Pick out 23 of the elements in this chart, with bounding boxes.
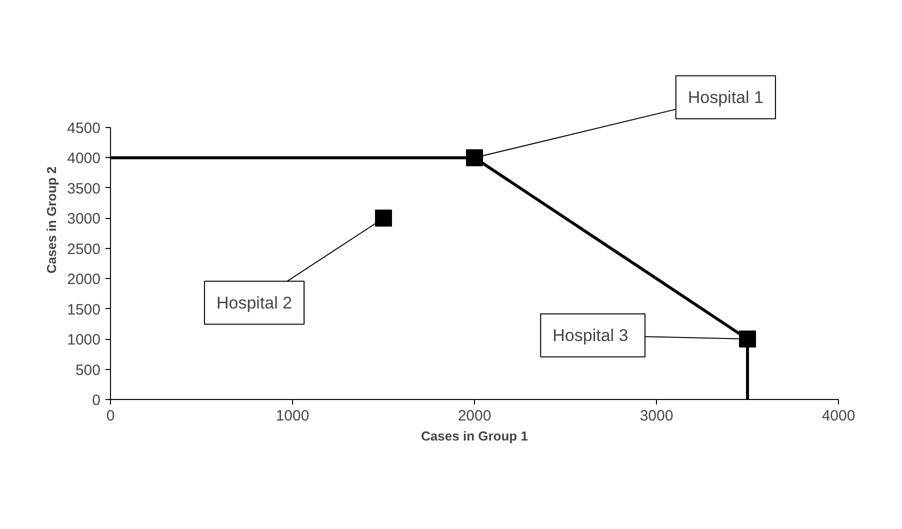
y-tick-label: 500 bbox=[75, 362, 101, 379]
y-tick-label: 2500 bbox=[67, 240, 101, 258]
x-tick-label: 3000 bbox=[640, 408, 674, 424]
y-tick-label: 1000 bbox=[67, 332, 101, 349]
y-tick-label: 0 bbox=[92, 392, 100, 409]
annotation: Hospital 1 bbox=[688, 88, 764, 107]
x-axis-title: Cases in Group 1 bbox=[421, 428, 528, 444]
x-tick-label: 4000 bbox=[822, 408, 856, 424]
y-tick-label: 4000 bbox=[67, 150, 101, 168]
y-tick-label: 3500 bbox=[67, 180, 101, 198]
point bbox=[375, 210, 392, 227]
x-tick-label: 2000 bbox=[458, 408, 492, 424]
x-tick-label: 1000 bbox=[276, 408, 310, 424]
y-tick-label: 4500 bbox=[67, 120, 101, 138]
y-axis-title: Cases in Group 2 bbox=[44, 166, 60, 274]
point bbox=[466, 149, 483, 166]
annotation: Hospital 2 bbox=[216, 293, 292, 312]
y-tick-label: 3000 bbox=[67, 210, 101, 228]
point bbox=[739, 330, 756, 348]
annotation: Hospital 3 bbox=[552, 326, 628, 345]
y-tick-label: 1500 bbox=[67, 301, 101, 318]
x-tick-label: 0 bbox=[106, 408, 115, 424]
y-tick-label: 2000 bbox=[67, 271, 101, 288]
